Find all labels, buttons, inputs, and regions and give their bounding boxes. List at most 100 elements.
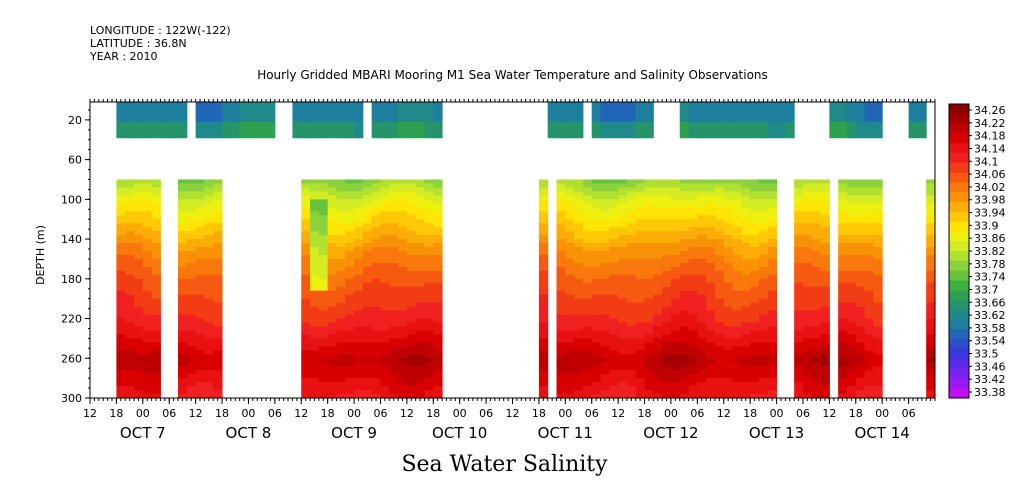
heatmap-cell — [864, 362, 874, 367]
heatmap-cell — [776, 117, 786, 123]
heatmap-cell — [697, 374, 707, 379]
heatmap-cell — [354, 254, 364, 260]
heatmap-cell — [582, 270, 593, 276]
heatmap-cell — [125, 282, 135, 288]
heatmap-cell — [301, 378, 311, 383]
heatmap-cell — [151, 266, 161, 272]
heatmap-cell — [626, 121, 637, 127]
heatmap-cell — [213, 394, 223, 399]
heatmap-cell — [820, 266, 830, 272]
heatmap-cell — [556, 302, 566, 308]
heatmap-cell — [186, 290, 197, 296]
heatmap-cell — [204, 386, 214, 391]
heatmap-cell — [723, 370, 734, 375]
heatmap-cell — [195, 350, 205, 355]
heatmap-cell — [732, 382, 742, 387]
heatmap-cell — [389, 342, 399, 347]
heatmap-cell — [917, 125, 927, 131]
heatmap-cell — [626, 330, 637, 335]
heatmap-cell — [424, 223, 434, 228]
heatmap-cell — [556, 223, 566, 228]
heatmap-cell — [688, 286, 698, 292]
heatmap-cell — [574, 390, 584, 395]
heatmap-cell — [195, 203, 205, 208]
heatmap-cell — [811, 239, 822, 244]
heatmap-cell — [406, 278, 417, 284]
heatmap-cell — [785, 121, 795, 127]
heatmap-cell — [433, 382, 443, 387]
heatmap-cell — [362, 370, 373, 375]
heatmap-cell — [873, 183, 883, 188]
x-axis: 12 18 00 06 12 18 00 06 12 18 00 06 12 18 00 06 12 18 00 06… — [83, 99, 936, 442]
heatmap-cell — [600, 302, 610, 308]
heatmap-cell — [635, 195, 646, 200]
heatmap-cell — [195, 219, 205, 224]
heatmap-cell — [635, 207, 646, 212]
heatmap-cell — [125, 254, 135, 260]
heatmap-cell — [609, 270, 619, 276]
heatmap-cell — [354, 223, 364, 228]
heatmap-cell — [195, 121, 205, 127]
heatmap-cell — [186, 386, 197, 391]
heatmap-cell — [336, 354, 346, 359]
heatmap-cell — [310, 326, 320, 331]
heatmap-cell — [371, 290, 381, 296]
heatmap-cell — [406, 239, 417, 244]
heatmap-cell — [186, 366, 197, 371]
heatmap-cell — [732, 338, 742, 343]
heatmap-cell — [688, 370, 698, 375]
heatmap-cell — [178, 350, 188, 355]
heatmap-cell — [327, 314, 337, 320]
heatmap-cell — [688, 109, 698, 115]
heatmap-cell — [178, 227, 188, 232]
heatmap-cell — [609, 310, 619, 316]
heatmap-cell — [635, 346, 646, 351]
heatmap-cell — [670, 330, 681, 335]
heatmap-cell — [591, 306, 602, 312]
heatmap-cell — [591, 179, 602, 184]
colorbar-segment — [949, 113, 969, 124]
colorbar-segment — [949, 300, 969, 311]
heatmap-cell — [424, 235, 434, 240]
heatmap-cell — [424, 258, 434, 264]
heatmap-cell — [635, 318, 646, 324]
heatmap-cell — [855, 370, 866, 375]
heatmap-cell — [741, 109, 751, 115]
colorbar-tick-label: 33.58 — [974, 322, 1006, 335]
heatmap-cell — [301, 215, 311, 220]
heatmap-cell — [802, 294, 813, 300]
heatmap-cell — [653, 231, 663, 236]
heatmap-cell — [142, 370, 153, 375]
heatmap-cell — [741, 129, 751, 135]
heatmap-cell — [415, 374, 425, 379]
heatmap-cell — [433, 239, 443, 244]
heatmap-cell — [723, 179, 734, 184]
heatmap-cell — [794, 183, 804, 188]
heatmap-cell — [670, 266, 681, 272]
heatmap-cell — [310, 199, 320, 204]
heatmap-cell — [389, 113, 399, 119]
heatmap-cell — [424, 330, 434, 335]
heatmap-cell — [125, 350, 135, 355]
heatmap-cell — [846, 247, 857, 252]
heatmap-cell — [591, 254, 602, 260]
heatmap-cell — [389, 310, 399, 316]
heatmap-cell — [802, 338, 813, 343]
heatmap-cell — [574, 187, 584, 192]
heatmap-cell — [125, 258, 135, 264]
heatmap-cell — [644, 274, 654, 280]
heatmap-cell — [556, 342, 566, 347]
heatmap-cell — [142, 215, 153, 220]
heatmap-cell — [318, 191, 329, 196]
heatmap-cell — [134, 306, 144, 312]
heatmap-cell — [732, 390, 742, 395]
heatmap-cell — [864, 282, 874, 288]
heatmap-cell — [864, 109, 874, 115]
heatmap-cell — [794, 374, 804, 379]
heatmap-cell — [600, 374, 610, 379]
x-day-label: OCT 10 — [432, 424, 487, 442]
heatmap-cell — [600, 179, 610, 184]
heatmap-cell — [767, 322, 778, 327]
heatmap-cell — [670, 334, 681, 339]
heatmap-cell — [186, 326, 197, 331]
